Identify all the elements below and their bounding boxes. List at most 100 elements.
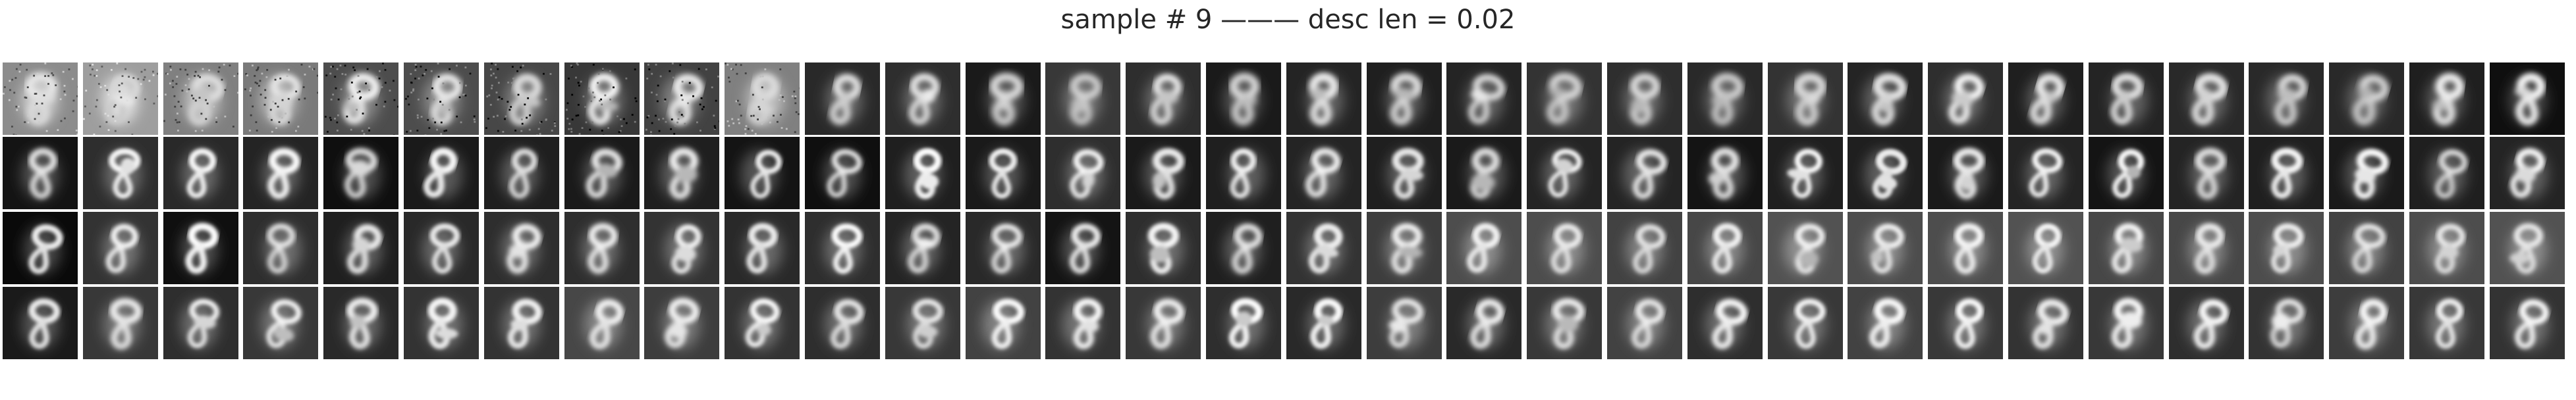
digit-image	[1126, 63, 1201, 135]
digit-image	[163, 212, 238, 284]
sample-tile	[323, 287, 399, 359]
digit-image	[885, 137, 960, 209]
digit-image	[1848, 137, 1923, 209]
sample-tile	[1126, 287, 1201, 359]
digit-image	[885, 287, 960, 359]
digit-image	[1687, 212, 1763, 284]
digit-image	[725, 63, 800, 135]
digit-image	[483, 287, 559, 359]
sample-tile	[243, 63, 319, 135]
digit-image	[2088, 63, 2164, 135]
digit-image	[163, 287, 238, 359]
sample-tile	[2409, 287, 2484, 359]
digit-image	[2409, 137, 2484, 209]
sample-tile	[1767, 287, 1843, 359]
sample-tile	[404, 63, 479, 135]
digit-image	[564, 287, 640, 359]
sample-tile	[644, 63, 720, 135]
digit-image	[1126, 287, 1201, 359]
figure-title: sample # 9 ——— desc len = 0.02	[1060, 5, 1516, 35]
digit-image	[805, 287, 880, 359]
digit-image	[1366, 212, 1442, 284]
sample-tile	[243, 137, 319, 209]
sample-tile	[323, 63, 399, 135]
sample-tile	[1767, 63, 1843, 135]
sample-tile	[404, 137, 479, 209]
digit-image	[1928, 212, 2004, 284]
sample-tile	[82, 63, 158, 135]
digit-image	[163, 63, 238, 135]
digit-image	[483, 63, 559, 135]
digit-image	[725, 137, 800, 209]
digit-image	[323, 212, 399, 284]
sample-tile	[2329, 287, 2405, 359]
sample-tile	[2489, 137, 2565, 209]
digit-image	[965, 137, 1041, 209]
sample-tile	[2249, 63, 2324, 135]
digit-image	[1607, 287, 1682, 359]
digit-image	[1126, 212, 1201, 284]
sample-tile	[2168, 287, 2244, 359]
sample-tile	[564, 212, 640, 284]
sample-tile	[163, 137, 238, 209]
digit-image	[1045, 287, 1121, 359]
sample-tile	[2249, 287, 2324, 359]
sample-tile	[725, 212, 800, 284]
digit-image	[1607, 63, 1682, 135]
digit-image	[404, 287, 479, 359]
digit-image	[243, 287, 319, 359]
digit-image	[644, 63, 720, 135]
digit-image	[965, 287, 1041, 359]
digit-image	[885, 212, 960, 284]
sample-tile	[2409, 63, 2484, 135]
digit-image	[1687, 137, 1763, 209]
digit-image	[404, 212, 479, 284]
digit-image	[3, 63, 78, 135]
digit-image	[1767, 212, 1843, 284]
sample-tile	[483, 137, 559, 209]
digit-image	[1366, 287, 1442, 359]
sample-tile	[1446, 63, 1522, 135]
digit-image	[2168, 63, 2244, 135]
sample-tile	[2489, 63, 2565, 135]
sample-tile	[243, 212, 319, 284]
digit-image	[404, 137, 479, 209]
digit-image	[1366, 137, 1442, 209]
sample-tile	[2088, 63, 2164, 135]
sample-tile	[1045, 212, 1121, 284]
sample-tile	[1446, 137, 1522, 209]
sample-tile	[483, 63, 559, 135]
sample-tile	[163, 287, 238, 359]
sample-tile	[2168, 212, 2244, 284]
digit-image	[2088, 212, 2164, 284]
sample-tile	[1687, 63, 1763, 135]
sample-tile	[1366, 63, 1442, 135]
sample-tile	[404, 212, 479, 284]
digit-image	[323, 137, 399, 209]
sample-tile	[1366, 137, 1442, 209]
digit-image	[1848, 212, 1923, 284]
digit-image	[644, 212, 720, 284]
digit-image	[1607, 137, 1682, 209]
sample-tile	[1607, 63, 1682, 135]
digit-image	[1446, 287, 1522, 359]
digit-image	[2489, 287, 2565, 359]
sample-tile	[1767, 212, 1843, 284]
digit-image	[1366, 63, 1442, 135]
digit-image	[1206, 212, 1281, 284]
digit-image	[2249, 63, 2324, 135]
digit-image	[2329, 63, 2405, 135]
sample-tile	[644, 137, 720, 209]
digit-image	[564, 212, 640, 284]
digit-image	[1848, 287, 1923, 359]
sample-tile	[2329, 63, 2405, 135]
sample-tile	[1607, 212, 1682, 284]
digit-image	[805, 63, 880, 135]
digit-image	[1767, 137, 1843, 209]
digit-image	[2249, 212, 2324, 284]
sample-tile	[2249, 137, 2324, 209]
sample-tile	[2249, 212, 2324, 284]
digit-image	[1607, 212, 1682, 284]
sample-tile	[965, 287, 1041, 359]
digit-image	[1206, 137, 1281, 209]
